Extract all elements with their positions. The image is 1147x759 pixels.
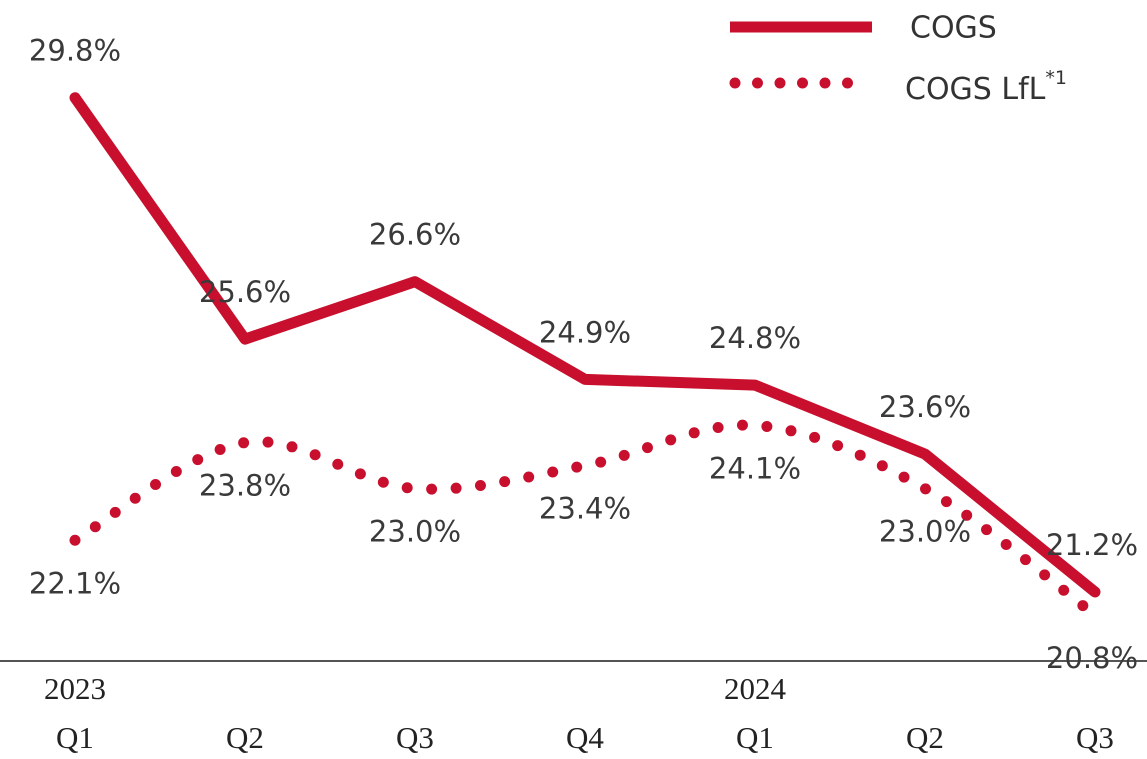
data-label: 22.1% <box>29 566 121 600</box>
x-tick-label: Q1 <box>56 720 94 755</box>
data-label: 23.4% <box>539 492 631 526</box>
year-label: 2024 <box>724 671 787 706</box>
data-label: 23.6% <box>879 390 971 424</box>
legend-label: COGS LfL*1 <box>905 67 1067 107</box>
legend-name: COGS LfL <box>905 72 1046 107</box>
legend-footnote: *1 <box>1045 67 1067 89</box>
x-tick-label: Q2 <box>906 720 944 755</box>
data-label: 24.9% <box>539 315 631 349</box>
year-label: 2023 <box>44 671 106 706</box>
data-label: 29.8% <box>29 34 121 68</box>
data-label: 26.6% <box>369 218 461 252</box>
x-tick-label: Q1 <box>736 720 774 755</box>
x-tick-label: Q4 <box>566 720 604 755</box>
data-label: 24.1% <box>709 451 801 485</box>
x-tick-label: Q3 <box>396 720 434 755</box>
data-label: 23.8% <box>199 469 291 503</box>
data-label: 23.0% <box>369 515 461 549</box>
series-line <box>69 419 1101 621</box>
x-tick-label: Q2 <box>226 720 264 755</box>
data-label: 24.8% <box>709 321 801 355</box>
data-label: 21.2% <box>1046 528 1138 562</box>
data-label: 23.0% <box>879 515 971 549</box>
series-line <box>69 92 1101 598</box>
x-tick-label: Q3 <box>1076 720 1114 755</box>
legend-label: COGS <box>910 11 997 46</box>
data-label: 20.8% <box>1046 641 1138 675</box>
data-label: 25.6% <box>199 275 291 309</box>
